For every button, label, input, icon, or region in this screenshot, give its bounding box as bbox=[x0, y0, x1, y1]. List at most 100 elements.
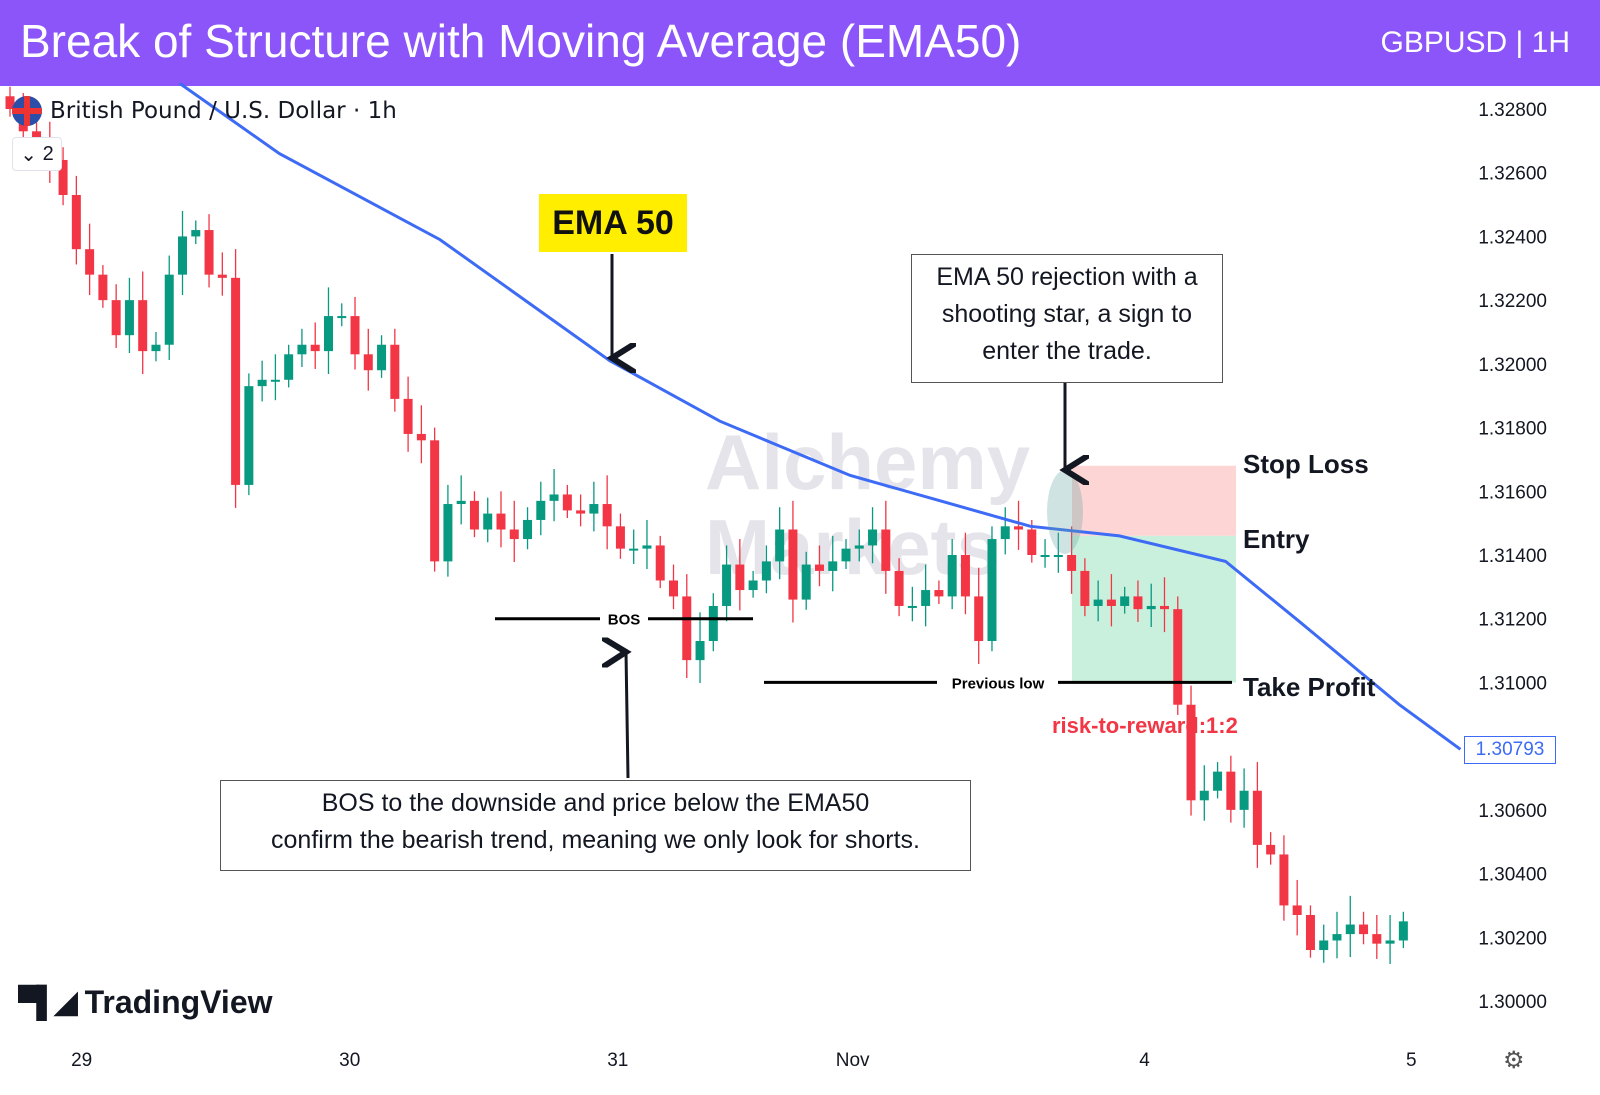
candle bbox=[390, 344, 400, 399]
ema50-line bbox=[178, 82, 1462, 751]
candle bbox=[257, 379, 267, 387]
bos-arrow-icon bbox=[626, 652, 628, 779]
price-tick-label: 1.31400 bbox=[1478, 546, 1547, 567]
candle bbox=[708, 605, 718, 642]
symbol-legend[interactable]: British Pound / U.S. Dollar · 1h bbox=[12, 96, 397, 126]
tradingview-logo: ▀▌◢ TradingView bbox=[18, 984, 273, 1020]
candle bbox=[1146, 605, 1156, 610]
shooting-star-highlight bbox=[1047, 470, 1083, 554]
candle bbox=[576, 510, 586, 514]
price-tick-label: 1.31000 bbox=[1478, 673, 1547, 694]
candle bbox=[483, 513, 493, 530]
candle bbox=[987, 539, 997, 642]
candle bbox=[655, 545, 665, 581]
bos-note: BOS to the downside and price below the … bbox=[220, 780, 971, 871]
candle bbox=[974, 596, 984, 642]
candle bbox=[682, 596, 692, 661]
candle bbox=[602, 504, 612, 527]
indicators-collapse-button[interactable]: ⌄ 2 bbox=[12, 137, 62, 171]
candle bbox=[1319, 940, 1329, 951]
candle bbox=[788, 529, 798, 600]
candle bbox=[615, 526, 625, 549]
candle bbox=[1173, 609, 1183, 705]
candle bbox=[735, 564, 745, 591]
settings-gear-icon[interactable]: ⚙ bbox=[1503, 1047, 1525, 1074]
candle bbox=[5, 96, 15, 109]
candle bbox=[297, 344, 307, 355]
candle bbox=[1266, 844, 1276, 855]
price-tick-label: 1.32800 bbox=[1478, 100, 1547, 121]
price-tick-label: 1.30400 bbox=[1478, 865, 1547, 886]
candle bbox=[363, 354, 373, 371]
candle bbox=[1372, 934, 1382, 944]
candle bbox=[1093, 599, 1103, 606]
candle bbox=[443, 504, 453, 562]
candle bbox=[960, 555, 970, 597]
candle bbox=[1398, 921, 1408, 941]
candle bbox=[1239, 790, 1249, 810]
candle bbox=[1279, 854, 1289, 906]
price-tick-label: 1.31200 bbox=[1478, 610, 1547, 631]
candle bbox=[456, 500, 466, 505]
candle bbox=[509, 529, 519, 540]
candle bbox=[124, 300, 134, 336]
candle bbox=[642, 545, 652, 549]
candle bbox=[748, 580, 758, 591]
candle bbox=[775, 529, 785, 562]
previous-low-label: Previous low bbox=[952, 675, 1045, 692]
candle bbox=[868, 529, 878, 546]
candle bbox=[801, 564, 811, 600]
candle bbox=[669, 580, 678, 597]
candle bbox=[85, 249, 95, 275]
candle bbox=[1252, 790, 1262, 845]
candle bbox=[1199, 790, 1209, 801]
candle bbox=[58, 159, 68, 196]
candle bbox=[854, 545, 864, 549]
candle bbox=[1080, 570, 1090, 606]
take-profit-label: Take Profit bbox=[1243, 672, 1376, 702]
candle bbox=[761, 561, 771, 581]
candle bbox=[536, 500, 546, 520]
stop-loss-label: Stop Loss bbox=[1243, 449, 1369, 479]
candle bbox=[1040, 555, 1050, 557]
price-axis[interactable]: 1.32800 1.32600 1.32400 1.32200 1.32000 1.318… bbox=[1478, 100, 1547, 1013]
time-tick-label: 29 bbox=[71, 1050, 93, 1071]
candle bbox=[1027, 529, 1037, 555]
chevron-down-icon: ⌄ bbox=[20, 143, 43, 166]
candle bbox=[337, 316, 347, 319]
time-tick-label: 30 bbox=[339, 1050, 361, 1071]
candle bbox=[947, 555, 957, 597]
candle bbox=[496, 513, 506, 530]
candle bbox=[111, 300, 121, 336]
stop-loss-zone bbox=[1072, 465, 1236, 536]
bos-label: BOS bbox=[608, 612, 641, 629]
candle bbox=[377, 344, 387, 371]
candle bbox=[934, 590, 944, 597]
candle bbox=[164, 274, 174, 345]
entry-label: Entry bbox=[1243, 524, 1310, 554]
title-bar: Break of Structure with Moving Average (… bbox=[0, 0, 1600, 86]
symbol-label: GBPUSD | 1H bbox=[1380, 26, 1570, 59]
price-tick-label: 1.30000 bbox=[1478, 992, 1547, 1013]
candle bbox=[562, 494, 572, 511]
candle bbox=[1186, 704, 1196, 801]
price-tick-label: 1.32200 bbox=[1478, 291, 1547, 312]
candle bbox=[178, 236, 188, 275]
candle bbox=[1385, 940, 1395, 944]
candle bbox=[416, 433, 426, 441]
candle bbox=[469, 500, 479, 530]
time-tick-label: 5 bbox=[1406, 1050, 1417, 1071]
candle bbox=[549, 494, 559, 501]
candle bbox=[1359, 924, 1369, 935]
candle bbox=[814, 564, 824, 571]
candle bbox=[881, 529, 891, 571]
candle bbox=[1213, 771, 1223, 791]
candle bbox=[907, 605, 917, 608]
candle bbox=[71, 195, 81, 250]
candle bbox=[1053, 555, 1063, 557]
current-price-tag: 1.30793 bbox=[1464, 736, 1556, 764]
candle bbox=[1000, 526, 1010, 540]
price-tick-label: 1.32600 bbox=[1478, 164, 1547, 185]
candle bbox=[828, 561, 838, 571]
